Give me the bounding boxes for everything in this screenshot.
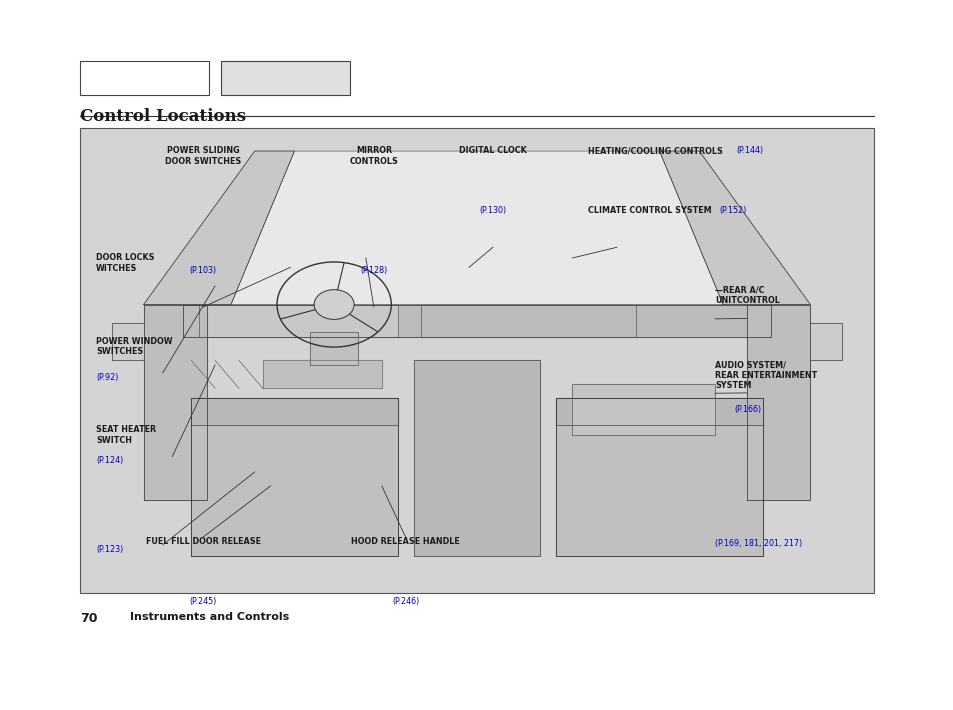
Text: (P.169, 181, 201, 217): (P.169, 181, 201, 217) bbox=[715, 540, 801, 548]
Text: (P.92): (P.92) bbox=[96, 373, 118, 382]
Text: POWER SLIDING
DOOR SWITCHES: POWER SLIDING DOOR SWITCHES bbox=[165, 146, 241, 166]
Polygon shape bbox=[746, 305, 809, 500]
Polygon shape bbox=[191, 398, 397, 556]
Circle shape bbox=[314, 290, 354, 320]
Polygon shape bbox=[262, 360, 381, 388]
Text: —REAR A/C
UNITCONTROL: —REAR A/C UNITCONTROL bbox=[715, 286, 780, 305]
Polygon shape bbox=[556, 398, 762, 556]
Text: (P.123): (P.123) bbox=[96, 545, 123, 554]
Polygon shape bbox=[144, 305, 207, 500]
Text: Control Locations: Control Locations bbox=[80, 108, 246, 125]
Bar bbox=[80, 128, 873, 593]
Polygon shape bbox=[413, 360, 540, 556]
Text: DIGITAL CLOCK: DIGITAL CLOCK bbox=[458, 146, 526, 155]
Text: HEATING/COOLING CONTROLS: HEATING/COOLING CONTROLS bbox=[587, 146, 725, 155]
Polygon shape bbox=[809, 323, 841, 360]
Polygon shape bbox=[310, 332, 357, 365]
Text: DOOR LOCKS
WITCHES: DOOR LOCKS WITCHES bbox=[96, 253, 154, 273]
Polygon shape bbox=[112, 323, 144, 360]
Text: MIRROR
CONTROLS: MIRROR CONTROLS bbox=[349, 146, 397, 166]
Text: SEAT HEATER
SWITCH: SEAT HEATER SWITCH bbox=[96, 425, 156, 445]
Text: (P.124): (P.124) bbox=[96, 457, 123, 466]
Text: 70: 70 bbox=[80, 612, 97, 625]
Polygon shape bbox=[421, 305, 635, 337]
Text: POWER WINDOW
SWITCHES: POWER WINDOW SWITCHES bbox=[96, 337, 172, 356]
Bar bbox=[80, 61, 209, 95]
Text: AUDIO SYSTEM/
REAR ENTERTAINMENT
SYSTEM: AUDIO SYSTEM/ REAR ENTERTAINMENT SYSTEM bbox=[715, 360, 817, 390]
Polygon shape bbox=[183, 305, 770, 337]
Text: (P.130): (P.130) bbox=[478, 206, 506, 215]
Polygon shape bbox=[556, 398, 762, 425]
Text: (P.152): (P.152) bbox=[719, 206, 746, 215]
Text: (P.144): (P.144) bbox=[735, 146, 762, 155]
Text: (P.246): (P.246) bbox=[392, 596, 418, 606]
Bar bbox=[221, 61, 350, 95]
Text: CLIMATE CONTROL SYSTEM: CLIMATE CONTROL SYSTEM bbox=[587, 206, 714, 215]
Polygon shape bbox=[191, 398, 397, 425]
Polygon shape bbox=[199, 305, 397, 337]
Polygon shape bbox=[572, 383, 715, 435]
Polygon shape bbox=[231, 151, 722, 305]
Text: HOOD RELEASE HANDLE: HOOD RELEASE HANDLE bbox=[351, 537, 459, 546]
Text: (P.245): (P.245) bbox=[190, 596, 216, 606]
Text: Instruments and Controls: Instruments and Controls bbox=[130, 612, 289, 622]
Text: FUEL FILL DOOR RELEASE: FUEL FILL DOOR RELEASE bbox=[146, 537, 260, 546]
Text: (P.166): (P.166) bbox=[734, 405, 760, 415]
Text: (P.128): (P.128) bbox=[360, 266, 387, 275]
Polygon shape bbox=[659, 151, 809, 305]
Polygon shape bbox=[144, 151, 294, 305]
Text: (P.103): (P.103) bbox=[190, 266, 216, 275]
